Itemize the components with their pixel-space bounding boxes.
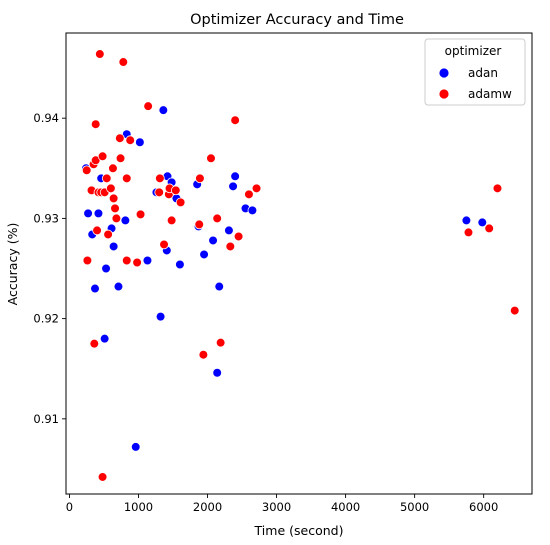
- data-point-adamw: [215, 337, 226, 348]
- data-point-adamw: [121, 173, 132, 184]
- data-point-adamw: [115, 133, 125, 144]
- x-tick-label: 5000: [400, 500, 429, 514]
- y-tick-label: 0.92: [33, 312, 59, 326]
- data-point-adamw: [103, 229, 113, 240]
- y-tick-label: 0.94: [33, 111, 59, 125]
- data-point-adamw: [154, 187, 165, 198]
- y-tick-label: 0.93: [33, 211, 59, 225]
- data-point-adan: [175, 259, 185, 270]
- data-point-adan: [93, 208, 104, 219]
- data-point-adan: [108, 241, 119, 252]
- x-tick-label: 3000: [262, 500, 291, 514]
- data-point-adan: [224, 225, 234, 236]
- data-point-adamw: [135, 209, 146, 220]
- data-point-adamw: [155, 173, 165, 184]
- x-tick-label: 2000: [193, 500, 222, 514]
- x-axis-label: Time (second): [254, 523, 344, 538]
- legend-title: optimizer: [445, 44, 502, 58]
- data-point-adamw: [125, 135, 135, 146]
- data-point-adan: [83, 208, 93, 219]
- data-point-adan: [101, 263, 111, 274]
- data-point-adamw: [110, 203, 120, 214]
- data-point-adamw: [118, 57, 129, 67]
- x-tick-label: 1000: [124, 500, 153, 514]
- legend-label-adan: adan: [468, 66, 498, 80]
- data-point-adamw: [175, 197, 186, 208]
- points-layer: [81, 49, 520, 482]
- data-point-adamw: [106, 183, 116, 194]
- data-point-adan: [208, 235, 218, 246]
- data-point-adamw: [509, 305, 520, 316]
- data-point-adamw: [108, 163, 118, 174]
- data-point-adan: [199, 249, 209, 260]
- data-point-adamw: [132, 257, 142, 268]
- data-point-adamw: [121, 255, 132, 266]
- data-point-adamw: [82, 255, 93, 266]
- data-point-adamw: [195, 173, 205, 184]
- data-point-adamw: [194, 219, 205, 230]
- data-point-adamw: [159, 239, 169, 250]
- data-point-adamw: [244, 189, 254, 200]
- data-point-adamw: [111, 213, 122, 224]
- data-point-adan: [90, 283, 100, 294]
- data-point-adamw: [233, 231, 244, 242]
- data-point-adan: [120, 215, 131, 226]
- data-point-adan: [214, 281, 225, 292]
- x-tick-label: 6000: [469, 500, 498, 514]
- data-point-adamw: [101, 173, 112, 184]
- data-point-adamw: [230, 115, 240, 125]
- data-point-adamw: [115, 153, 126, 164]
- data-point-adamw: [97, 472, 108, 482]
- data-point-adan: [212, 367, 222, 378]
- data-point-adamw: [212, 213, 222, 224]
- data-point-adamw: [89, 338, 100, 349]
- data-point-adan: [158, 105, 169, 115]
- data-point-adamw: [492, 183, 503, 194]
- data-point-adamw: [170, 185, 181, 196]
- data-point-adan: [461, 215, 472, 226]
- data-point-adamw: [90, 119, 101, 129]
- x-tick-label: 0: [66, 500, 73, 514]
- data-point-adan: [113, 281, 124, 292]
- data-point-adan: [155, 311, 166, 322]
- data-point-adan: [247, 205, 258, 216]
- data-point-adan: [142, 255, 153, 266]
- data-point-adan: [130, 442, 141, 452]
- data-point-adamw: [251, 183, 262, 194]
- data-point-adan: [135, 137, 145, 148]
- ticks-layer: 0 1000 2000 3000 4000 5000 6000 0.91 0.92 0.93 0.9…: [33, 111, 498, 514]
- data-point-adamw: [97, 151, 108, 162]
- data-point-adamw: [198, 349, 209, 360]
- data-point-adamw: [92, 225, 102, 236]
- plot-frame: [65, 32, 533, 495]
- data-point-adamw: [143, 101, 153, 111]
- data-point-adan: [477, 217, 488, 228]
- legend: optimizer adan adamw: [424, 38, 526, 106]
- data-point-adan: [230, 171, 240, 182]
- data-point-adamw: [166, 215, 177, 226]
- data-point-adamw: [108, 193, 119, 204]
- y-axis-label: Accuracy (%): [5, 223, 20, 306]
- legend-box: [424, 38, 526, 106]
- data-point-adamw: [225, 241, 236, 252]
- data-point-adan: [99, 333, 110, 344]
- data-point-adamw: [484, 223, 495, 234]
- legend-marker-adamw: [438, 88, 450, 100]
- x-tick-label: 4000: [331, 500, 360, 514]
- data-point-adamw: [95, 49, 105, 59]
- y-tick-label: 0.91: [33, 412, 59, 426]
- data-point-adamw: [81, 165, 92, 176]
- data-point-adan: [228, 181, 238, 192]
- chart-title: Optimizer Accuracy and Time: [190, 12, 404, 28]
- data-point-adamw: [206, 153, 216, 164]
- legend-label-adamw: adamw: [468, 87, 512, 101]
- legend-marker-adan: [438, 67, 450, 79]
- data-point-adamw: [463, 227, 474, 238]
